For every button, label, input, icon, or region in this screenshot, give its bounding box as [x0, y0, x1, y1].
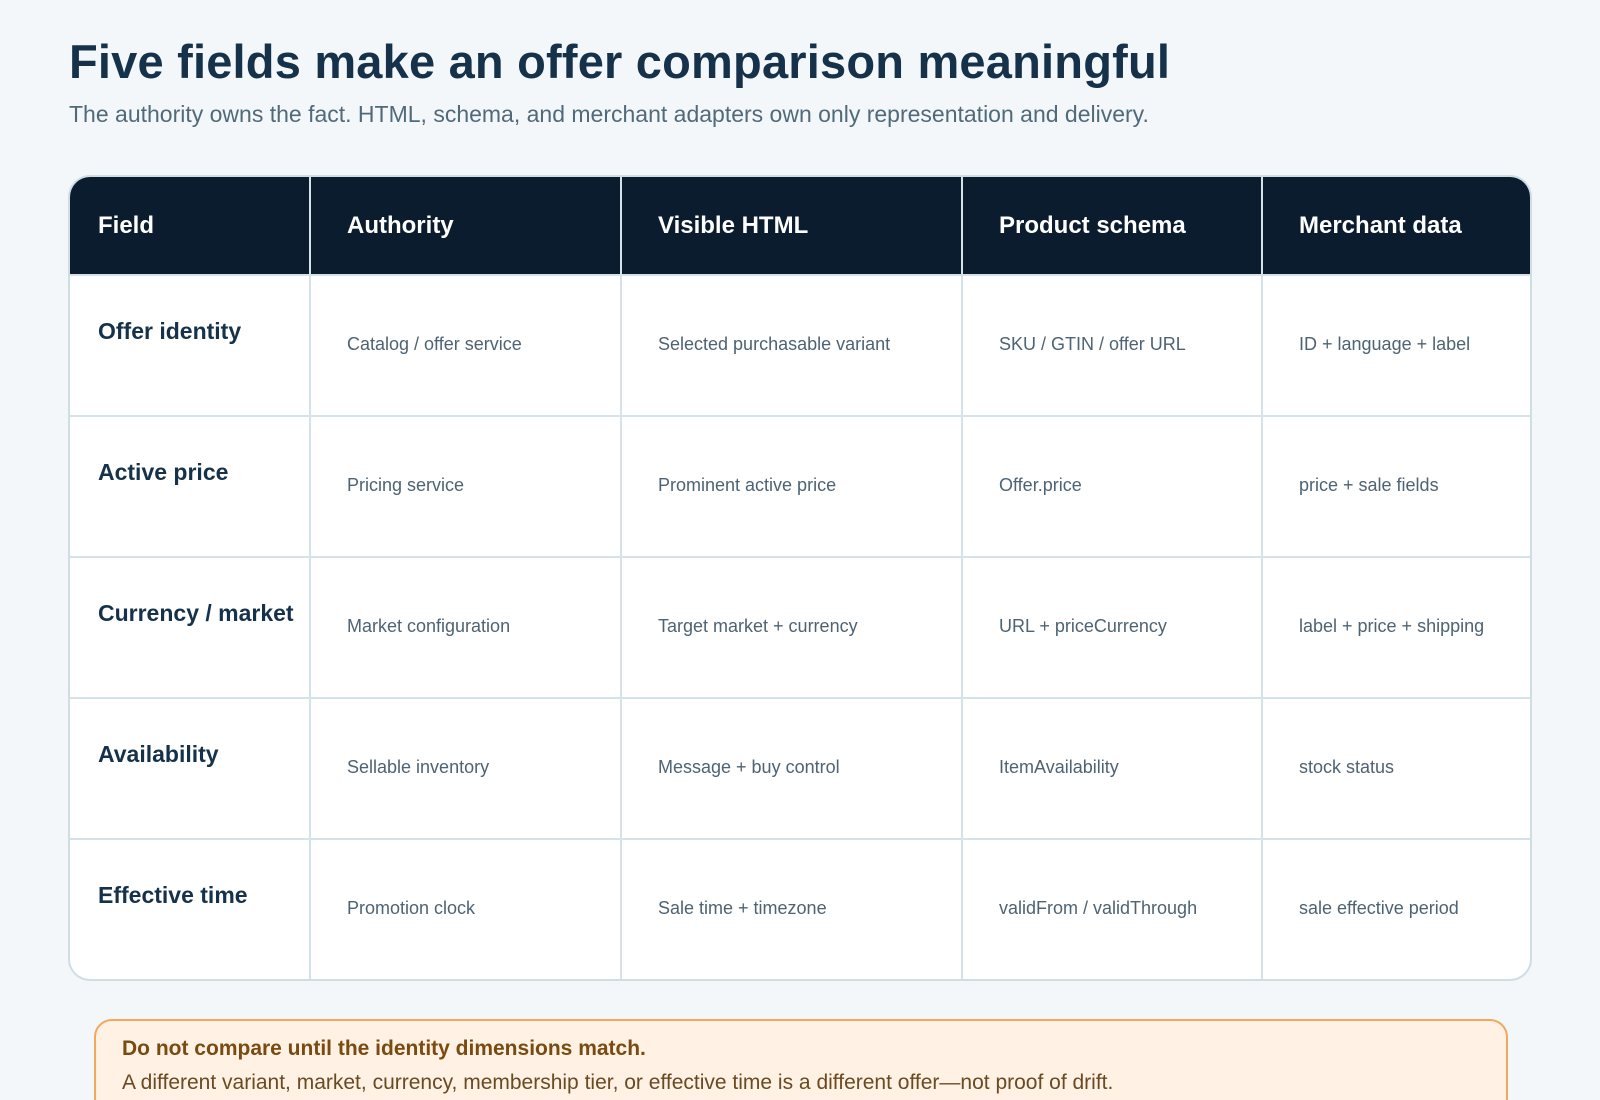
- authority-cell: Sellable inventory: [310, 697, 622, 839]
- field-name-cell: Effective time: [70, 838, 311, 979]
- authority-cell: Pricing service: [310, 415, 622, 557]
- visible-html-cell: Sale time + timezone: [621, 838, 963, 979]
- product-schema-cell: validFrom / validThrough: [962, 838, 1263, 979]
- field-name-cell: Currency / market: [70, 556, 311, 698]
- table-row: Effective time Promotion clock Sale time…: [70, 838, 1530, 979]
- callout-body: A different variant, market, currency, m…: [122, 1071, 1114, 1094]
- table-row: Currency / market Market configuration T…: [70, 556, 1530, 698]
- product-schema-cell: ItemAvailability: [962, 697, 1263, 839]
- authority-cell: Catalog / offer service: [310, 274, 622, 416]
- comparison-table-card: Field Authority Visible HTML Product sch…: [68, 175, 1532, 981]
- product-schema-cell: SKU / GTIN / offer URL: [962, 274, 1263, 416]
- authority-cell: Market configuration: [310, 556, 622, 698]
- table-row: Offer identity Catalog / offer service S…: [70, 274, 1530, 416]
- callout-heading: Do not compare until the identity dimens…: [122, 1037, 646, 1060]
- page-subtitle: The authority owns the fact. HTML, schem…: [69, 101, 1149, 127]
- field-name-cell: Active price: [70, 415, 311, 557]
- merchant-data-cell: stock status: [1262, 697, 1530, 839]
- table-row: Active price Pricing service Prominent a…: [70, 415, 1530, 557]
- table-header-row: Field Authority Visible HTML Product sch…: [70, 177, 1530, 275]
- merchant-data-cell: sale effective period: [1262, 838, 1530, 979]
- column-header-product-schema: Product schema: [962, 177, 1263, 275]
- visible-html-cell: Prominent active price: [621, 415, 963, 557]
- table-row: Availability Sellable inventory Message …: [70, 697, 1530, 839]
- product-schema-cell: Offer.price: [962, 415, 1263, 557]
- visible-html-cell: Message + buy control: [621, 697, 963, 839]
- column-header-field: Field: [70, 177, 311, 275]
- product-schema-cell: URL + priceCurrency: [962, 556, 1263, 698]
- column-header-visible-html: Visible HTML: [621, 177, 963, 275]
- comparison-table: Field Authority Visible HTML Product sch…: [70, 177, 1530, 979]
- merchant-data-cell: ID + language + label: [1262, 274, 1530, 416]
- page-title: Five fields make an offer comparison mea…: [69, 35, 1171, 88]
- column-header-merchant-data: Merchant data: [1262, 177, 1530, 275]
- field-name-cell: Offer identity: [70, 274, 311, 416]
- merchant-data-cell: label + price + shipping: [1262, 556, 1530, 698]
- column-header-authority: Authority: [310, 177, 622, 275]
- merchant-data-cell: price + sale fields: [1262, 415, 1530, 557]
- visible-html-cell: Target market + currency: [621, 556, 963, 698]
- field-name-cell: Availability: [70, 697, 311, 839]
- authority-cell: Promotion clock: [310, 838, 622, 979]
- warning-callout: Do not compare until the identity dimens…: [94, 1019, 1508, 1100]
- visible-html-cell: Selected purchasable variant: [621, 274, 963, 416]
